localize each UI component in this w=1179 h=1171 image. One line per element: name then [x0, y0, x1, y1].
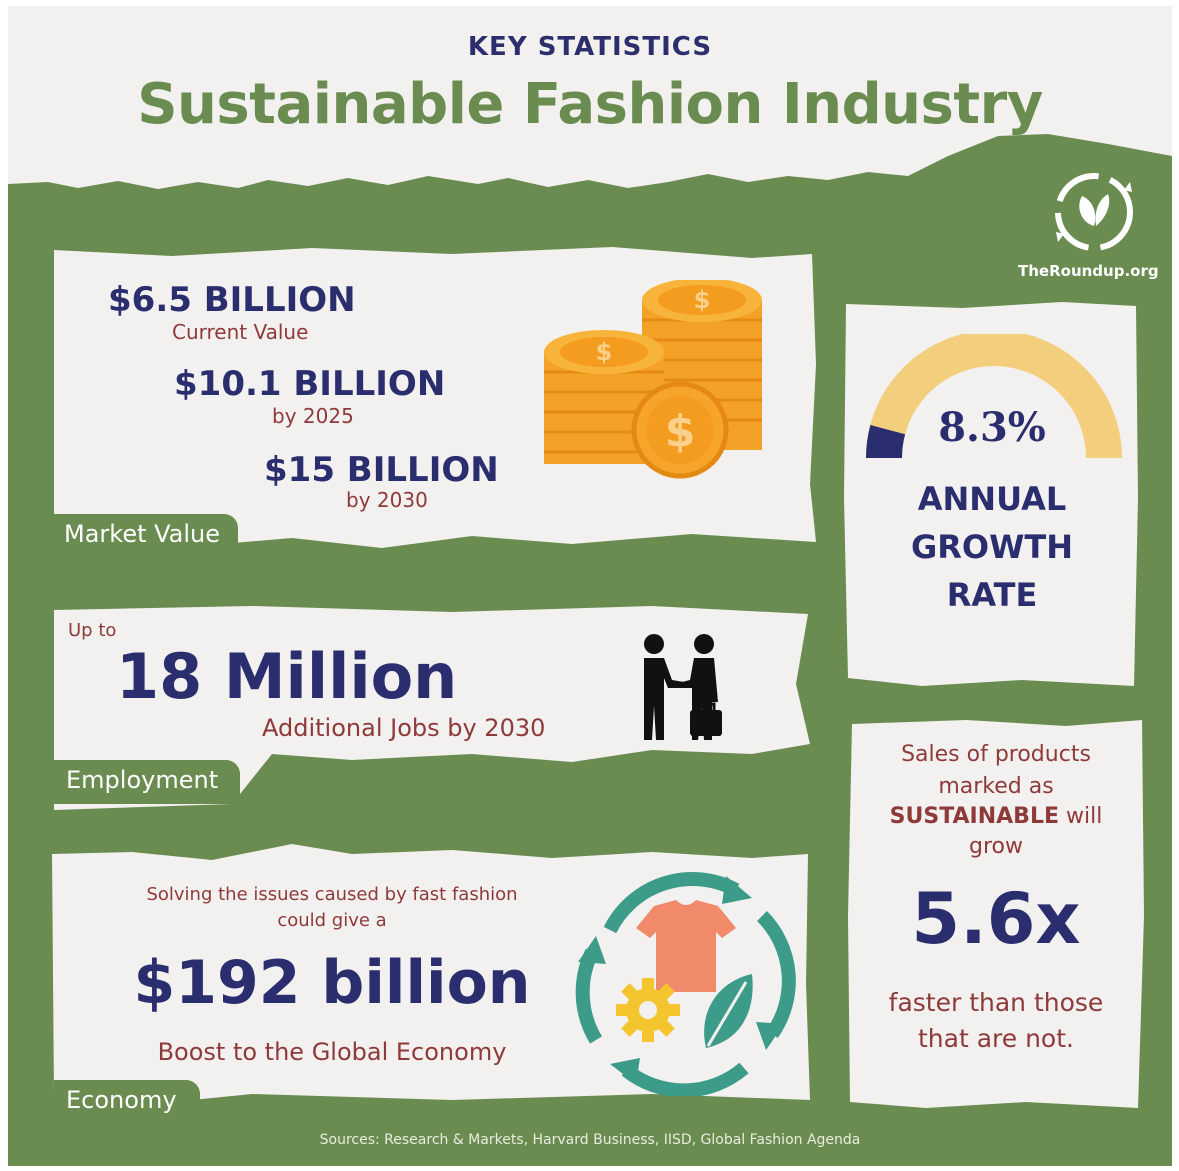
- svg-text:$: $: [665, 406, 696, 457]
- page-title: Sustainable Fashion Industry: [137, 72, 1043, 137]
- employment-panel: Up to 18 Million Additional Jobs by 2030…: [52, 604, 812, 814]
- sales-line2: marked as: [938, 774, 1054, 799]
- sales-panel: Sales of products marked as SUSTAINABLE …: [846, 716, 1146, 1112]
- sources-footer: Sources: Research & Markets, Harvard Bus…: [319, 1132, 861, 1148]
- kicker: KEY STATISTICS: [467, 32, 713, 62]
- current-value-label: Current Value: [172, 320, 309, 344]
- growth-gauge: [866, 334, 1122, 459]
- economy-label: Boost to the Global Economy: [157, 1038, 507, 1066]
- growth-line1: ANNUAL: [917, 480, 1067, 518]
- sales-line3: SUSTAINABLE will: [846, 804, 1146, 829]
- value-2025-amount: $10.1 BILLION: [174, 364, 446, 404]
- coin-stacks-icon: $ $ $: [544, 280, 762, 479]
- infographic: KEY STATISTICS Sustainable Fashion Indus…: [8, 6, 1172, 1166]
- growth-line3: RATE: [946, 576, 1038, 614]
- value-2030-amount: $15 BILLION: [264, 450, 499, 490]
- sales-line5: faster than those: [888, 988, 1104, 1017]
- value-2030-label: by 2030: [346, 488, 428, 512]
- employment-prefix: Up to: [68, 620, 117, 641]
- svg-text:$: $: [694, 286, 711, 314]
- sales-line4: grow: [969, 834, 1023, 859]
- economy-intro-line2: could give a: [277, 910, 387, 931]
- current-value-amount: $6.5 BILLION: [108, 280, 356, 320]
- recycle-leaf-icon: [1055, 173, 1133, 251]
- tag-market-value: Market Value: [52, 514, 238, 558]
- svg-text:$: $: [596, 338, 613, 366]
- handshake-people-icon: [644, 634, 722, 740]
- tag-economy: Economy: [54, 1080, 200, 1124]
- employment-amount: 18 Million: [116, 640, 458, 713]
- sales-emphasis: SUSTAINABLE: [889, 804, 1059, 829]
- growth-panel: 8.3% ANNUAL GROWTH RATE: [842, 298, 1142, 690]
- sales-line6: that are not.: [918, 1024, 1074, 1053]
- growth-line2: GROWTH: [910, 528, 1073, 566]
- tag-employment: Employment: [54, 760, 240, 804]
- economy-amount: $192 billion: [133, 948, 531, 1018]
- sales-line1: Sales of products: [901, 742, 1091, 767]
- logo-text: TheRoundup.org: [1018, 262, 1159, 280]
- growth-value: 8.3%: [938, 404, 1046, 451]
- circular-fashion-icon: [575, 872, 796, 1096]
- sales-after-emphasis: will: [1059, 804, 1103, 829]
- economy-intro-line1: Solving the issues caused by fast fashio…: [146, 884, 518, 905]
- employment-label: Additional Jobs by 2030: [262, 714, 546, 742]
- market-value-panel: $6.5 BILLION Current Value $10.1 BILLION…: [52, 244, 824, 558]
- economy-panel: Solving the issues caused by fast fashio…: [52, 824, 810, 1124]
- value-2025-label: by 2025: [272, 404, 354, 428]
- sales-multiplier: 5.6x: [911, 878, 1081, 960]
